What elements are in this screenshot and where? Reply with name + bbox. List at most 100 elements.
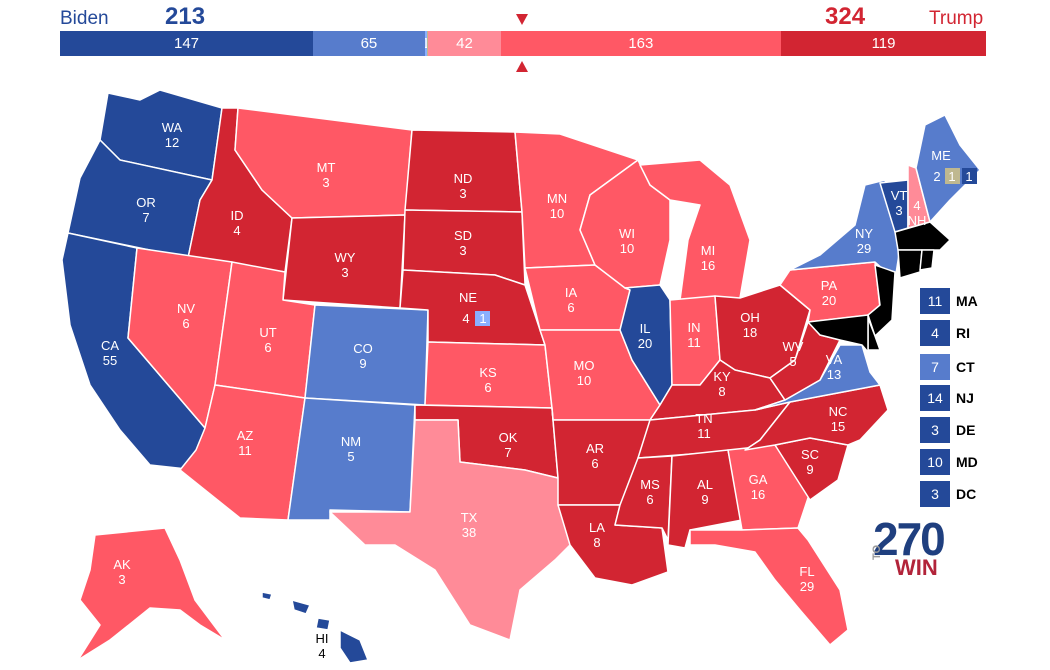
small-state-ct-label: CT xyxy=(956,359,975,375)
label-va: VA 13 xyxy=(826,352,843,382)
label-sd: SD 3 xyxy=(454,228,472,258)
label-oh: OH 18 xyxy=(740,310,760,340)
label-hi: HI 4 xyxy=(316,631,329,661)
electoral-vote-bar: 147 65 1 42 163 119 xyxy=(60,31,986,56)
label-ut: UT 6 xyxy=(259,325,276,355)
bar-segment-biden-safe[interactable]: 147 xyxy=(60,31,313,56)
state-fl[interactable] xyxy=(689,527,849,646)
small-state-ma-box: 11 xyxy=(920,288,950,314)
270towin-logo[interactable]: 270 TO WIN xyxy=(871,513,946,582)
me-district-boxes[interactable]: 1 1 xyxy=(945,168,977,184)
label-il: IL 20 xyxy=(638,321,652,351)
label-ar: AR 6 xyxy=(586,441,604,471)
label-az: AZ 11 xyxy=(237,428,254,458)
label-fl: FL 29 xyxy=(799,564,814,594)
label-la: LA 8 xyxy=(589,520,605,550)
small-state-nj-box: 14 xyxy=(920,385,950,411)
label-sc: SC 9 xyxy=(801,447,819,477)
bar-segment-biden-likely[interactable]: 65 xyxy=(313,31,425,56)
label-or: OR 7 xyxy=(136,195,156,225)
bar-segment-biden-lean[interactable]: 1 xyxy=(424,31,427,56)
ne-district-box[interactable]: 1 xyxy=(475,311,490,326)
label-al: AL 9 xyxy=(697,477,713,507)
label-wv: WV 5 xyxy=(783,339,804,369)
ne-district-ev: 1 xyxy=(479,311,486,326)
me-ev-left: 2 xyxy=(933,169,940,184)
label-nc: NC 15 xyxy=(829,404,848,434)
label-id: ID 4 xyxy=(231,208,244,238)
label-wa: WA 12 xyxy=(162,120,183,150)
label-ak: AK 3 xyxy=(113,557,131,587)
bar-segment-trump-safe[interactable]: 119 xyxy=(781,31,986,56)
label-pa: PA 20 xyxy=(821,278,838,308)
label-nv: NV 6 xyxy=(177,301,195,331)
label-tn: TN 11 xyxy=(695,411,712,441)
biden-ev-total: 213 xyxy=(165,3,206,30)
small-state-de-box: 3 xyxy=(920,417,950,443)
label-vt: VT 3 xyxy=(891,188,908,218)
small-state-ct[interactable]: 7 CT xyxy=(920,354,975,380)
small-state-ri-box: 4 xyxy=(920,320,950,346)
label-co: CO 9 xyxy=(353,341,373,371)
label-nh: 4 NH xyxy=(908,198,927,228)
small-state-ri-label: RI xyxy=(956,325,970,341)
small-state-nj-label: NJ xyxy=(956,390,974,406)
label-in: IN 11 xyxy=(687,320,701,350)
label-ia: IA 6 xyxy=(565,285,578,315)
label-nm: NM 5 xyxy=(341,434,361,464)
state-ct[interactable] xyxy=(897,249,923,279)
state-md[interactable] xyxy=(807,314,869,353)
state-ri[interactable] xyxy=(919,249,935,271)
logo-to: TO xyxy=(871,544,883,560)
label-wi: WI 10 xyxy=(619,226,635,256)
label-ms: MS 6 xyxy=(640,477,660,507)
small-state-nj[interactable]: 14 NJ xyxy=(920,385,974,411)
small-state-ma-label: MA xyxy=(956,293,978,309)
state-ma[interactable] xyxy=(894,221,951,251)
state-tx[interactable] xyxy=(329,419,571,641)
label-mt: MT 3 xyxy=(317,160,336,190)
label-mi: MI 16 xyxy=(701,243,715,273)
trump-ev-total: 324 xyxy=(825,3,866,30)
small-state-md-box: 10 xyxy=(920,449,950,475)
270-marker-top-icon xyxy=(516,14,528,25)
small-state-de-label: DE xyxy=(956,422,976,438)
trump-name: Trump xyxy=(929,8,984,29)
small-state-md-label: MD xyxy=(956,454,978,470)
label-wy: WY 3 xyxy=(335,250,356,280)
label-tx: TX 38 xyxy=(461,510,478,540)
small-state-ri[interactable]: 4 RI xyxy=(920,320,970,346)
state-hi[interactable] xyxy=(261,591,369,664)
label-ga: GA 16 xyxy=(749,472,768,502)
label-mn: MN 10 xyxy=(547,191,567,221)
label-ok: OK 7 xyxy=(499,430,518,460)
label-ks: KS 6 xyxy=(479,365,497,395)
small-state-de[interactable]: 3 DE xyxy=(920,417,975,443)
small-state-dc[interactable]: 3 DC xyxy=(920,481,976,507)
me-ev-mid: 1 xyxy=(948,169,955,184)
label-ca: CA 55 xyxy=(101,338,119,368)
label-ne: NE 4 xyxy=(459,290,477,326)
label-ny: NY 29 xyxy=(855,226,873,256)
me-ev-right: 1 xyxy=(965,169,972,184)
biden-name: Biden xyxy=(60,8,109,29)
me-district-swatch-tossup xyxy=(945,168,960,184)
bar-segment-trump-likely[interactable]: 163 xyxy=(500,31,782,56)
small-state-md[interactable]: 10 MD xyxy=(920,449,978,475)
small-state-dc-label: DC xyxy=(956,486,977,502)
label-nd: ND 3 xyxy=(454,171,473,201)
logo-win: WIN xyxy=(895,555,938,580)
small-state-ma[interactable]: 11 MA xyxy=(920,288,978,314)
label-ky: KY 8 xyxy=(713,369,731,399)
label-me: ME xyxy=(931,148,951,163)
me-district-swatch-safe xyxy=(962,168,977,184)
state-ak[interactable] xyxy=(77,527,226,661)
bar-segment-tossup[interactable] xyxy=(426,31,429,56)
ne-district-swatch xyxy=(475,311,490,326)
270-marker-bottom-icon xyxy=(516,61,528,72)
logo-number: 270 xyxy=(873,513,946,565)
bar-segment-trump-lean[interactable]: 42 xyxy=(428,31,501,56)
small-state-ct-box: 7 xyxy=(920,354,950,380)
label-mo: MO 10 xyxy=(574,358,595,388)
